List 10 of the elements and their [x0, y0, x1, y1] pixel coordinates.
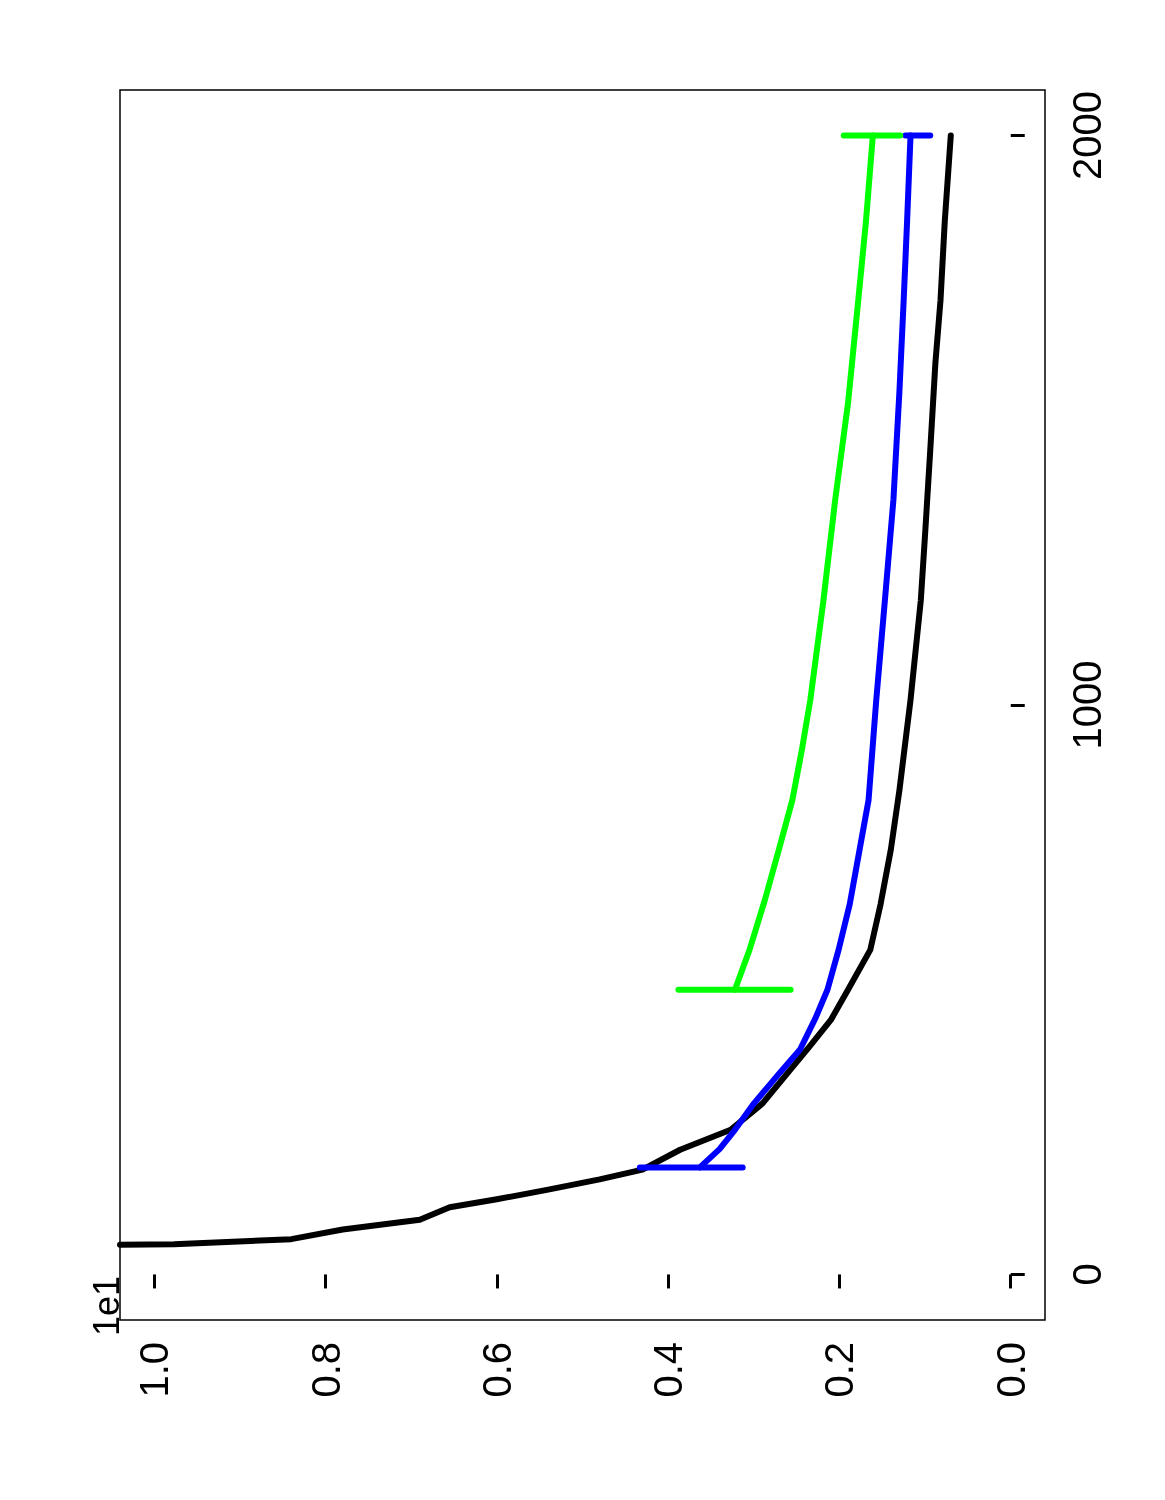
y-tick-label: 0 — [1065, 1263, 1109, 1286]
x-tick-label: 0.8 — [303, 1342, 348, 1398]
x-tick-label: 0.0 — [988, 1342, 1033, 1398]
y-tick-label: 1000 — [1065, 660, 1109, 750]
y-tick-label: 2000 — [1065, 91, 1109, 181]
x-tick-label: 1.0 — [132, 1342, 177, 1398]
annotation: 1e1 — [85, 1276, 127, 1337]
x-tick-label: 0.6 — [474, 1342, 519, 1398]
x-tick-label: 0.2 — [817, 1342, 862, 1398]
x-tick-label: 0.4 — [646, 1342, 691, 1398]
